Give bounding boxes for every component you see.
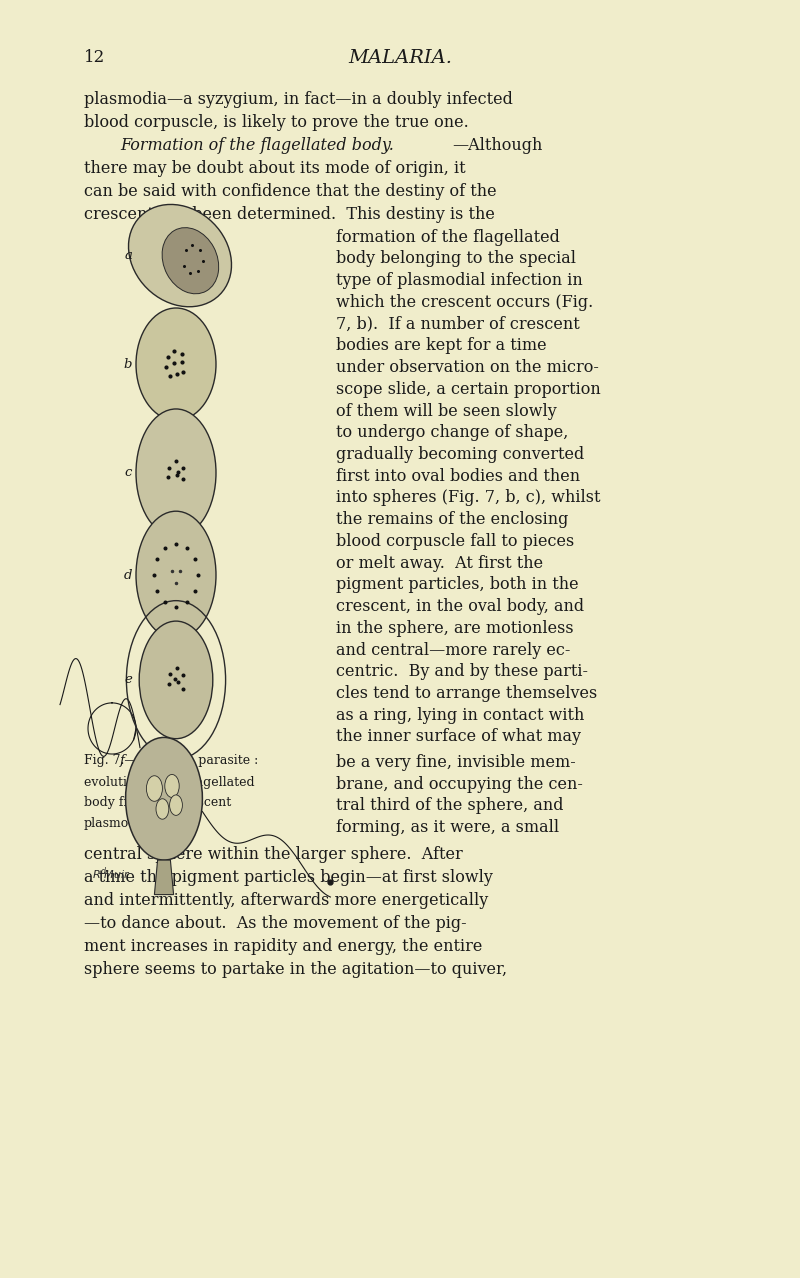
Text: in the sphere, are motionless: in the sphere, are motionless [336, 620, 574, 636]
Text: body belonging to the special: body belonging to the special [336, 250, 576, 267]
Ellipse shape [129, 204, 231, 307]
Text: blood corpuscle fall to pieces: blood corpuscle fall to pieces [336, 533, 574, 550]
Text: can be said with confidence that the destiny of the: can be said with confidence that the des… [84, 183, 497, 199]
Text: —Although: —Although [452, 137, 542, 153]
Text: which the crescent occurs (Fig.: which the crescent occurs (Fig. [336, 294, 594, 311]
Text: and intermittently, afterwards more energetically: and intermittently, afterwards more ener… [84, 892, 488, 909]
Ellipse shape [162, 227, 218, 294]
Text: central sphere within the larger sphere.  After: central sphere within the larger sphere.… [84, 846, 462, 863]
Text: forming, as it were, a small: forming, as it were, a small [336, 819, 559, 836]
Circle shape [165, 774, 179, 797]
Text: the remains of the enclosing: the remains of the enclosing [336, 511, 568, 528]
Text: 12: 12 [84, 49, 106, 65]
Text: 7, b).  If a number of crescent: 7, b). If a number of crescent [336, 316, 580, 332]
Text: and central—more rarely ec-: and central—more rarely ec- [336, 642, 570, 658]
Text: centric.  By and by these parti-: centric. By and by these parti- [336, 663, 588, 680]
Text: crescent, in the oval body, and: crescent, in the oval body, and [336, 598, 584, 615]
Text: e: e [124, 674, 132, 686]
Text: as a ring, lying in contact with: as a ring, lying in contact with [336, 707, 584, 723]
Text: body from the crescent: body from the crescent [84, 796, 231, 809]
Text: under observation on the micro-: under observation on the micro- [336, 359, 599, 376]
Text: tral third of the sphere, and: tral third of the sphere, and [336, 797, 563, 814]
Text: a time the pigment particles begin—at first slowly: a time the pigment particles begin—at fi… [84, 869, 493, 886]
Text: —to dance about.  As the movement of the pig-: —to dance about. As the movement of the … [84, 915, 466, 932]
Text: plasmodia—a syzygium, in fact—in a doubly infected: plasmodia—a syzygium, in fact—in a doubl… [84, 91, 513, 107]
Text: first into oval bodies and then: first into oval bodies and then [336, 468, 580, 484]
Text: b: b [123, 358, 132, 371]
Circle shape [170, 795, 182, 815]
Text: bodies are kept for a time: bodies are kept for a time [336, 337, 546, 354]
Text: f: f [120, 754, 125, 767]
Text: the inner surface of what may: the inner surface of what may [336, 728, 581, 745]
Text: brane, and occupying the cen-: brane, and occupying the cen- [336, 776, 583, 792]
Text: pigment particles, both in the: pigment particles, both in the [336, 576, 578, 593]
Text: formation of the flagellated: formation of the flagellated [336, 229, 560, 245]
Text: crescent has been determined.  This destiny is the: crescent has been determined. This desti… [84, 206, 495, 222]
Text: $R^d\!Muir$: $R^d\!Muir$ [92, 865, 131, 882]
Text: cles tend to arrange themselves: cles tend to arrange themselves [336, 685, 598, 702]
Circle shape [126, 737, 202, 860]
Text: plasmodium.: plasmodium. [84, 817, 165, 829]
Text: gradually becoming converted: gradually becoming converted [336, 446, 584, 463]
Text: c: c [125, 466, 132, 479]
Text: be a very fine, invisible mem-: be a very fine, invisible mem- [336, 754, 576, 771]
Polygon shape [154, 860, 174, 895]
Text: evolution of the flagellated: evolution of the flagellated [84, 776, 254, 789]
Text: blood corpuscle, is likely to prove the true one.: blood corpuscle, is likely to prove the … [84, 114, 469, 130]
Circle shape [146, 776, 162, 801]
Text: type of plasmodial infection in: type of plasmodial infection in [336, 272, 582, 289]
Text: sphere seems to partake in the agitation—to quiver,: sphere seems to partake in the agitation… [84, 961, 507, 978]
Text: or melt away.  At first the: or melt away. At first the [336, 555, 543, 571]
Circle shape [136, 511, 216, 639]
Circle shape [136, 409, 216, 537]
Text: into spheres (Fig. 7, b, c), whilst: into spheres (Fig. 7, b, c), whilst [336, 489, 601, 506]
Text: to undergo change of shape,: to undergo change of shape, [336, 424, 568, 441]
Circle shape [139, 621, 213, 739]
Text: d: d [123, 569, 132, 581]
Text: of them will be seen slowly: of them will be seen slowly [336, 403, 557, 419]
Text: Fig. 7.—Malaria   parasite :: Fig. 7.—Malaria parasite : [84, 754, 258, 767]
Text: ment increases in rapidity and energy, the entire: ment increases in rapidity and energy, t… [84, 938, 482, 955]
Ellipse shape [136, 308, 216, 420]
Circle shape [156, 799, 169, 819]
Text: a: a [124, 249, 132, 262]
Text: Formation of the flagellated body.: Formation of the flagellated body. [120, 137, 394, 153]
Text: there may be doubt about its mode of origin, it: there may be doubt about its mode of ori… [84, 160, 466, 176]
Text: scope slide, a certain proportion: scope slide, a certain proportion [336, 381, 601, 397]
Text: MALARIA.: MALARIA. [348, 49, 452, 66]
